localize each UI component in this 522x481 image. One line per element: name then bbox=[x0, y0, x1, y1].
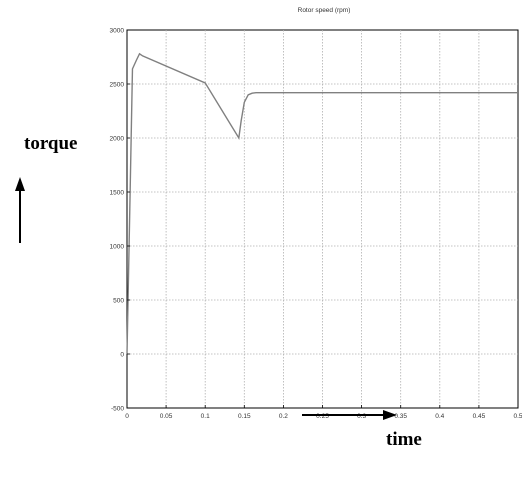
rotor-speed-line bbox=[126, 52, 518, 355]
y-tick-labels: -500 0 500 1000 1500 2000 2500 3000 bbox=[110, 28, 130, 413]
torque-annotation: torque bbox=[24, 133, 77, 154]
x-tick-label: 0.2 bbox=[279, 413, 288, 420]
y-tick-label: 2500 bbox=[110, 82, 125, 89]
series-layer bbox=[126, 52, 518, 355]
x-tick-label: 0 bbox=[125, 413, 129, 420]
x-tick-label: 0.25 bbox=[316, 413, 329, 420]
time-annotation: time bbox=[386, 429, 422, 450]
right-arrow-icon bbox=[302, 410, 397, 420]
chart-title: Rotor speed (rpm) bbox=[298, 7, 351, 14]
y-tick-label: 1000 bbox=[110, 244, 125, 251]
up-arrow-icon bbox=[15, 177, 25, 243]
x-tick-label: 0.1 bbox=[201, 413, 210, 420]
y-tick-label: 1500 bbox=[110, 190, 125, 197]
x-tick-labels: 0 0.05 0.1 0.15 0.2 0.25 0.3 0.35 0.4 0.45 0.5 bbox=[125, 405, 522, 420]
x-tick-label: 0.3 bbox=[357, 413, 366, 420]
y-tick-label: 500 bbox=[113, 298, 124, 305]
x-tick-label: 0.35 bbox=[394, 413, 407, 420]
x-tick-label: 0.45 bbox=[473, 413, 486, 420]
y-tick-label: 2000 bbox=[110, 136, 125, 143]
x-tick-label: 0.4 bbox=[435, 413, 444, 420]
x-tick-label: 0.05 bbox=[160, 413, 173, 420]
y-tick-label: 0 bbox=[120, 352, 124, 359]
y-tick-label: -500 bbox=[111, 406, 124, 413]
y-tick-label: 3000 bbox=[110, 28, 125, 35]
x-tick-label: 0.5 bbox=[513, 413, 522, 420]
x-tick-label: 0.15 bbox=[238, 413, 251, 420]
